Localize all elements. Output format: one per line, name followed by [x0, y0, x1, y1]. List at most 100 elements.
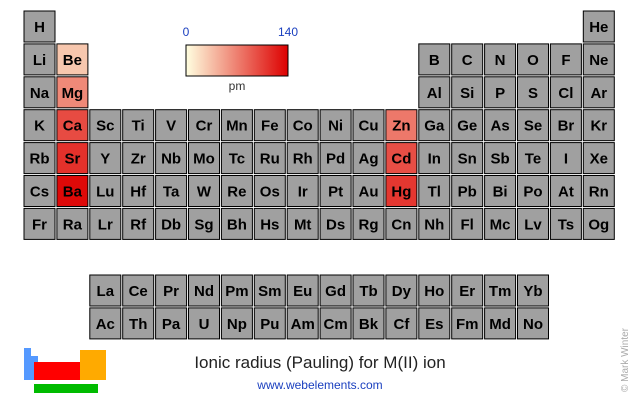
element-symbol: Cu — [359, 118, 379, 135]
element-cell — [319, 307, 352, 340]
element-cell — [517, 142, 549, 175]
element-symbol: Er — [459, 283, 475, 300]
element-symbol: Mg — [62, 85, 84, 102]
element-cell — [352, 274, 385, 307]
element-cell — [517, 109, 549, 142]
element-symbol: I — [564, 151, 568, 168]
element-symbol: Mn — [226, 118, 248, 135]
element-cell — [418, 76, 451, 109]
element-symbol: Ts — [558, 216, 574, 233]
element-symbol: Mt — [294, 216, 312, 233]
element-cell — [220, 109, 253, 142]
element-symbol: N — [495, 52, 506, 69]
element-symbol: Nb — [161, 151, 181, 168]
element-cell — [89, 142, 122, 175]
element-symbol: Ar — [590, 85, 607, 102]
element-symbol: C — [462, 52, 473, 69]
element-cell — [188, 175, 220, 207]
element-cell — [582, 43, 615, 76]
element-symbol: Sg — [194, 216, 213, 233]
element-symbol: Ce — [129, 283, 148, 300]
element-cell-valued — [385, 109, 418, 142]
element-cell — [451, 175, 484, 207]
element-cell — [385, 274, 418, 307]
element-symbol: Pt — [328, 184, 343, 201]
element-cell — [220, 307, 253, 340]
element-cell — [122, 109, 155, 142]
element-symbol: Rn — [589, 184, 609, 201]
element-symbol: Sm — [258, 283, 281, 300]
element-cell — [352, 175, 385, 207]
element-symbol: Ga — [424, 118, 445, 135]
element-symbol: Pu — [260, 316, 279, 333]
element-symbol: Pa — [162, 316, 181, 333]
element-symbol: Yb — [523, 283, 542, 300]
element-cell — [517, 175, 549, 207]
element-symbol: Pr — [163, 283, 179, 300]
element-symbol: Na — [30, 85, 50, 102]
element-symbol: Y — [100, 151, 110, 168]
element-cell — [253, 109, 286, 142]
element-cell — [23, 76, 56, 109]
element-symbol: Dy — [392, 283, 412, 300]
element-cell — [89, 307, 122, 340]
element-symbol: Tm — [489, 283, 512, 300]
element-symbol: Rh — [293, 151, 313, 168]
element-symbol: Os — [260, 184, 280, 201]
colorbar — [185, 44, 289, 77]
element-symbol: K — [34, 118, 45, 135]
element-cell — [220, 142, 253, 175]
element-cell — [549, 109, 582, 142]
element-cell — [418, 207, 451, 240]
element-cell — [122, 142, 155, 175]
element-cell — [122, 307, 155, 340]
element-symbol: Np — [227, 316, 247, 333]
element-symbol: Mc — [490, 216, 511, 233]
element-symbol: Li — [33, 52, 46, 69]
element-symbol: H — [34, 19, 45, 36]
element-symbol: Se — [524, 118, 542, 135]
element-symbol: Lv — [524, 216, 542, 233]
element-cell — [549, 207, 582, 240]
element-symbol: Th — [129, 316, 147, 333]
element-symbol: Cs — [30, 184, 49, 201]
element-symbol: Pd — [326, 151, 345, 168]
element-cell — [582, 175, 615, 207]
element-cell — [155, 274, 188, 307]
element-symbol: Zn — [392, 118, 410, 135]
element-symbol: Ni — [328, 118, 343, 135]
element-symbol: Hg — [391, 184, 411, 201]
element-cell — [188, 274, 220, 307]
element-cell — [385, 207, 418, 240]
element-cell — [451, 43, 484, 76]
element-cell — [517, 207, 549, 240]
element-cell-valued — [56, 175, 89, 207]
element-symbol: Ds — [326, 216, 345, 233]
element-cell — [89, 175, 122, 207]
element-cell — [253, 274, 286, 307]
element-symbol: V — [166, 118, 176, 135]
element-symbol: Fr — [32, 216, 47, 233]
element-cell — [23, 207, 56, 240]
element-symbol: Hs — [260, 216, 279, 233]
element-cell — [155, 207, 188, 240]
element-cell — [451, 142, 484, 175]
element-symbol: Rg — [359, 216, 379, 233]
element-cell — [549, 142, 582, 175]
element-symbol: Sc — [96, 118, 114, 135]
element-symbol: Pm — [225, 283, 248, 300]
element-symbol: Sr — [64, 151, 80, 168]
element-symbol: Be — [63, 52, 82, 69]
element-cell — [220, 175, 253, 207]
element-symbol: Xe — [590, 151, 608, 168]
element-cell — [352, 142, 385, 175]
element-cell — [451, 274, 484, 307]
element-cell — [286, 274, 319, 307]
element-cell — [89, 274, 122, 307]
element-symbol: Ne — [589, 52, 608, 69]
element-symbol: Ra — [63, 216, 83, 233]
element-symbol: Nh — [424, 216, 444, 233]
element-symbol: Cm — [324, 316, 348, 333]
element-cell-valued — [56, 109, 89, 142]
element-symbol: Si — [460, 85, 474, 102]
